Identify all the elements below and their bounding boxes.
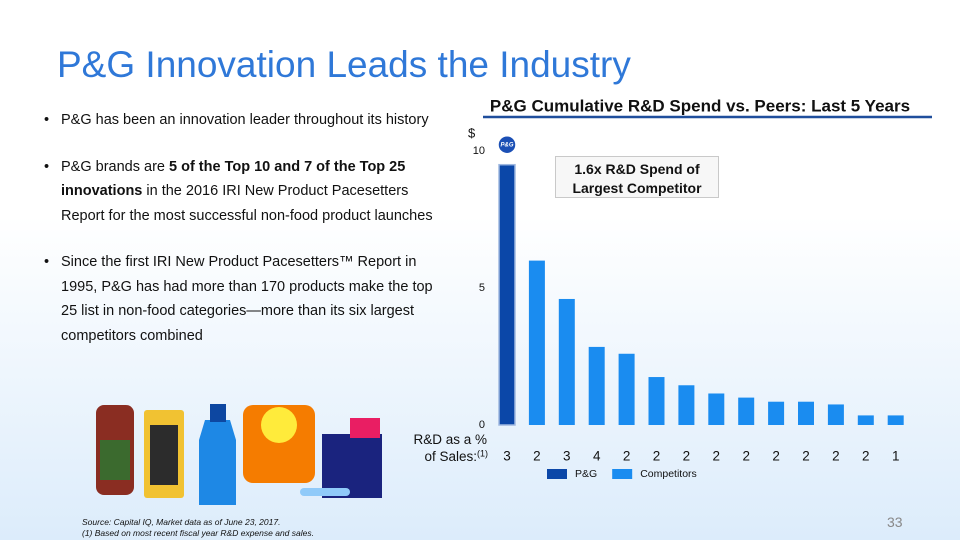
- bar: [678, 385, 695, 425]
- legend-label: P&G: [575, 468, 597, 480]
- y-tick-label: 0: [479, 419, 485, 431]
- rd-pct-label: 1: [892, 449, 900, 464]
- bullet: P&G has been an innovation leader throug…: [42, 108, 442, 133]
- bar: [708, 393, 725, 425]
- source-note: Source: Capital IQ, Market data as of Ju…: [82, 517, 281, 527]
- row-label-line: R&D as a %: [413, 432, 487, 447]
- y-tick-label: 5: [479, 282, 485, 294]
- rd-pct-label: 4: [593, 449, 601, 464]
- rd-pct-label: 2: [623, 449, 631, 464]
- rd-pct-label: 2: [713, 449, 721, 464]
- bar: [798, 401, 814, 425]
- bar: [738, 397, 755, 425]
- legend-swatch: [547, 469, 567, 479]
- slide-title: P&G Innovation Leads the Industry: [57, 44, 631, 85]
- rd-pct-label: 2: [653, 449, 661, 464]
- chart-title: P&G Cumulative R&D Spend vs. Peers: Last…: [490, 96, 910, 115]
- logo-text: P&G: [500, 142, 513, 148]
- bullet: P&G brands are 5 of the Top 10 and 7 of …: [42, 155, 442, 229]
- page-number: 33: [887, 514, 903, 530]
- legend-label: Competitors: [640, 468, 697, 480]
- annotation: 1.6x R&D Spend of Largest Competitor: [555, 156, 719, 198]
- bar: [648, 377, 665, 425]
- bullet-text: in the 2016 IRI New Product Pacesetters …: [61, 183, 433, 224]
- row-label: R&D as a % of Sales:: [413, 432, 487, 464]
- y-axis-label: $: [468, 125, 476, 140]
- y-tick-label: 10: [473, 145, 485, 157]
- bullet-text: Since the first IRI New Product Pacesett…: [61, 254, 433, 344]
- bullet-list: P&G has been an innovation leader throug…: [42, 108, 442, 370]
- footnotes: Source: Capital IQ, Market data as of Ju…: [82, 517, 314, 539]
- legend-swatch: [612, 469, 633, 479]
- bar: [827, 404, 844, 425]
- rd-pct-label: 2: [832, 449, 840, 464]
- footnote: (1) Based on most recent fiscal year R&D…: [82, 528, 314, 538]
- rd-pct-label: 2: [802, 449, 810, 464]
- bullet: Since the first IRI New Product Pacesett…: [42, 250, 442, 348]
- bar: [498, 163, 516, 426]
- row-label-line: of Sales:: [424, 449, 477, 464]
- rd-pct-label: 2: [533, 449, 541, 464]
- bullet-text: P&G has been an innovation leader throug…: [61, 112, 429, 128]
- bar: [558, 298, 575, 425]
- footnote-ref: (1): [477, 448, 488, 458]
- rd-pct-label: 2: [742, 449, 750, 464]
- rd-pct-label: 2: [772, 449, 780, 464]
- bar: [857, 415, 874, 425]
- logo: [497, 134, 517, 155]
- product-image: [96, 404, 382, 505]
- bar: [768, 401, 785, 425]
- rd-pct-label: 2: [683, 449, 691, 464]
- bar: [887, 415, 904, 425]
- bar: [528, 260, 545, 425]
- bullet-text: P&G brands are: [61, 158, 169, 175]
- bar: [588, 346, 605, 425]
- bullet-text: 5 of the Top 10 and 7 of the Top 25 inno…: [61, 158, 406, 200]
- rd-pct-label: 2: [862, 449, 870, 464]
- rd-pct-label: 3: [563, 449, 571, 464]
- rd-pct-label: 3: [503, 449, 511, 464]
- bar: [618, 353, 635, 425]
